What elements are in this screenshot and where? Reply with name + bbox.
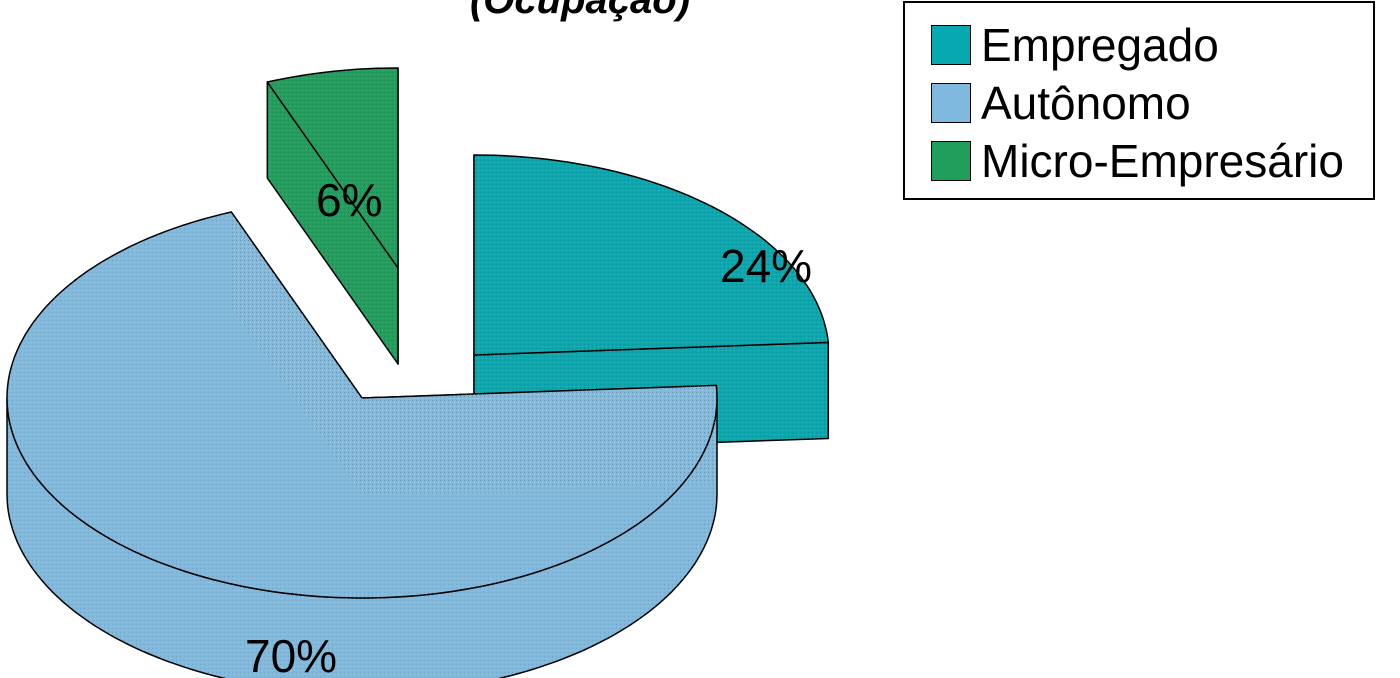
slice-label-micro-empresario: 6% <box>316 174 382 226</box>
legend-swatch-empregado <box>931 25 971 65</box>
legend-item-micro-empresario: Micro-Empresário <box>931 135 1344 187</box>
pie-slice-micro-empresario <box>266 67 399 365</box>
pie-slice-autonomo <box>6 211 718 678</box>
legend-swatch-autonomo <box>931 83 971 123</box>
slice-label-empregado: 24% <box>720 240 812 292</box>
chart-title: (Ocupação) <box>469 0 691 22</box>
pie-slices <box>6 67 830 678</box>
slice-label-autonomo: 70% <box>245 630 337 678</box>
chart-legend: Empregado Autônomo Micro-Empresário <box>903 1 1375 200</box>
pie-labels: 24% 70% 6% <box>245 174 812 678</box>
legend-label-autonomo: Autônomo <box>981 77 1191 129</box>
legend-item-autonomo: Autônomo <box>931 77 1191 129</box>
legend-label-micro-empresario: Micro-Empresário <box>981 135 1344 187</box>
legend-item-empregado: Empregado <box>931 19 1219 71</box>
legend-swatch-micro-empresario <box>931 141 971 181</box>
legend-label-empregado: Empregado <box>981 19 1219 71</box>
